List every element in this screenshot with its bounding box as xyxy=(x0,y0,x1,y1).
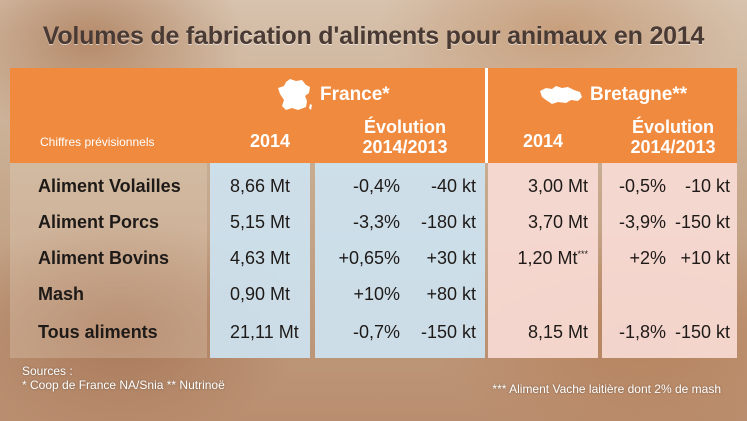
bretagne-2014-value: 3,00 Mt xyxy=(527,176,588,196)
france-2014-value: 0,90 Mt xyxy=(230,284,291,304)
france-evolution-percent: +10% xyxy=(353,284,400,304)
france-evolution-kt: +80 kt xyxy=(426,284,476,304)
sources: Sources : * Coop de France NA/Snia ** Nu… xyxy=(22,364,225,392)
france-evolution-percent: -0,4% xyxy=(352,176,400,196)
bretagne-2014-value: 8,15 Mt xyxy=(527,322,588,342)
france-evolution-percent: -3,3% xyxy=(352,212,400,232)
france-evolution-column xyxy=(315,163,485,358)
sources-label: Sources : xyxy=(22,364,73,378)
bretagne-evolution-column xyxy=(602,163,737,358)
france-2014-value: 21,11 Mt xyxy=(230,322,299,342)
bretagne-evolution-kt: -10 kt xyxy=(684,176,730,196)
france-2014-value: 8,66 Mt xyxy=(230,176,291,196)
bretagne-2014-header: 2014 xyxy=(522,131,564,151)
france-2014-header: 2014 xyxy=(249,131,291,151)
bretagne-2014-value: 1,20 Mt*** xyxy=(517,248,588,268)
france-evolution-header-line1: Évolution xyxy=(364,117,446,137)
bretagne-2014-value: 3,70 Mt xyxy=(527,212,588,232)
bretagne-label: Bretagne** xyxy=(590,84,688,105)
france-evolution-kt: +30 kt xyxy=(426,248,476,268)
france-evolution-percent: -0,7% xyxy=(352,322,400,342)
table-row: Aliment Porcs 5,15 Mt -3,3% -180 kt 3,70… xyxy=(10,205,737,241)
france-map-icon xyxy=(278,79,312,110)
france-2014-value: 4,63 Mt xyxy=(230,248,291,268)
bretagne-map-icon xyxy=(540,86,582,104)
table-header: France* Bretagne** Chiffres prévisionnel… xyxy=(10,68,737,163)
bretagne-evolution-header-line2: 2014/2013 xyxy=(630,137,716,157)
row-header-label: Chiffres prévisionnels xyxy=(40,135,155,149)
table-row: Aliment Volailles 8,66 Mt -0,4% -40 kt 3… xyxy=(10,169,737,205)
bretagne-evolution-percent: -1,8% xyxy=(618,322,666,342)
row-label: Mash xyxy=(38,284,85,304)
table-row: Mash 0,90 Mt +10% +80 kt xyxy=(10,277,737,313)
bretagne-2014-column xyxy=(488,163,598,358)
bretagne-evolution-kt: -150 kt xyxy=(674,212,730,232)
france-evolution-header-line2: 2014/2013 xyxy=(362,137,448,157)
data-table: Aliment Volailles 8,66 Mt -0,4% -40 kt 3… xyxy=(10,163,737,358)
row-label: Aliment Bovins xyxy=(38,248,170,268)
france-evolution-kt: -180 kt xyxy=(420,212,476,232)
bretagne-evolution-kt: +10 kt xyxy=(680,248,730,268)
footnote: *** Aliment Vache laitière dont 2% de ma… xyxy=(492,382,721,396)
france-evolution-percent: +0,65% xyxy=(338,248,400,268)
france-header: France* xyxy=(276,79,390,110)
row-label: Aliment Porcs xyxy=(38,212,160,232)
table-row-total: Tous aliments 21,11 Mt -0,7% -150 kt 8,1… xyxy=(10,315,737,351)
row-label: Tous aliments xyxy=(38,322,158,342)
bretagne-evolution-percent: -3,9% xyxy=(618,212,666,232)
france-2014-column xyxy=(210,163,310,358)
france-evolution-kt: -150 kt xyxy=(420,322,476,342)
bretagne-evolution-percent: +2% xyxy=(629,248,666,268)
bretagne-evolution-header-line1: Évolution xyxy=(632,117,714,137)
row-label: Aliment Volailles xyxy=(38,176,181,196)
france-2014-value: 5,15 Mt xyxy=(230,212,291,232)
region-divider xyxy=(485,68,488,163)
row-label-column xyxy=(10,163,207,358)
bretagne-evolution-kt: -150 kt xyxy=(674,322,730,342)
bretagne-evolution-percent: -0,5% xyxy=(618,176,666,196)
page-title: Volumes de fabrication d'aliments pour a… xyxy=(42,22,705,50)
sources-text: * Coop de France NA/Snia ** Nutrinoë xyxy=(22,378,225,392)
france-label: France* xyxy=(320,84,390,105)
france-evolution-kt: -40 kt xyxy=(430,176,476,196)
footer: Sources : * Coop de France NA/Snia ** Nu… xyxy=(10,360,737,412)
bretagne-header: Bretagne** xyxy=(538,81,687,109)
table-row: Aliment Bovins 4,63 Mt +0,65% +30 kt 1,2… xyxy=(10,241,737,277)
